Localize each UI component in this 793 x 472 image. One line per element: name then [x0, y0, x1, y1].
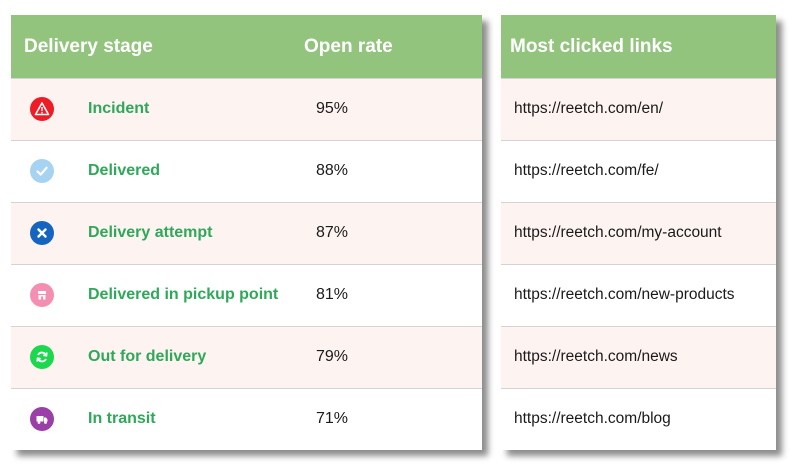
most-clicked-links-header: Most clicked links: [501, 15, 776, 78]
refresh-icon: [30, 345, 54, 369]
table-row[interactable]: Incident 95%: [11, 78, 482, 140]
delivery-stage-table: Delivery stage Open rate Incident 95% De…: [11, 15, 482, 450]
stage-label: Incident: [88, 100, 150, 117]
check-icon: [30, 159, 54, 183]
table-row[interactable]: Out for delivery 79%: [11, 326, 482, 388]
link-url[interactable]: https://reetch.com/new-products: [514, 286, 735, 303]
table-row[interactable]: https://reetch.com/blog: [501, 388, 776, 450]
table-row[interactable]: https://reetch.com/my-account: [501, 202, 776, 264]
most-clicked-links-table: Most clicked links https://reetch.com/en…: [501, 15, 776, 450]
open-rate-value: 71%: [316, 410, 349, 427]
link-url[interactable]: https://reetch.com/blog: [514, 410, 671, 427]
open-rate-value: 88%: [316, 162, 349, 179]
open-rate-value: 95%: [316, 100, 349, 117]
table-row[interactable]: Delivered 88%: [11, 140, 482, 202]
link-url[interactable]: https://reetch.com/en/: [514, 100, 664, 117]
link-url[interactable]: https://reetch.com/my-account: [514, 224, 722, 241]
stage-label: Out for delivery: [88, 348, 207, 365]
open-rate-column-header: Open rate: [304, 36, 393, 57]
link-url[interactable]: https://reetch.com/news: [514, 348, 678, 365]
open-rate-value: 79%: [316, 348, 349, 365]
table-row[interactable]: https://reetch.com/news: [501, 326, 776, 388]
stage-label: In transit: [88, 410, 156, 427]
most-clicked-links-title: Most clicked links: [510, 36, 673, 57]
table-row[interactable]: https://reetch.com/en/: [501, 78, 776, 140]
delivery-stage-table-header: Delivery stage Open rate: [11, 15, 482, 78]
open-rate-value: 87%: [316, 224, 349, 241]
stage-label: Delivery attempt: [88, 224, 213, 241]
delivery-stage-column-header: Delivery stage: [24, 36, 153, 57]
x-icon: [30, 221, 54, 245]
table-row[interactable]: https://reetch.com/fe/: [501, 140, 776, 202]
stage-label: Delivered: [88, 162, 161, 179]
truck-icon: [30, 407, 54, 431]
stage-label: Delivered in pickup point: [88, 286, 279, 303]
link-url[interactable]: https://reetch.com/fe/: [514, 162, 659, 179]
table-row[interactable]: https://reetch.com/new-products: [501, 264, 776, 326]
warning-icon: [30, 97, 54, 121]
open-rate-value: 81%: [316, 286, 349, 303]
table-row[interactable]: Delivery attempt 87%: [11, 202, 482, 264]
table-row[interactable]: In transit 71%: [11, 388, 482, 450]
store-icon: [30, 283, 54, 307]
table-row[interactable]: Delivered in pickup point 81%: [11, 264, 482, 326]
